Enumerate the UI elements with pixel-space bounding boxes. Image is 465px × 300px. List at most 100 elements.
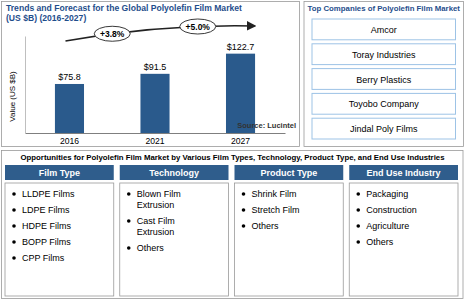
- column-header: Technology: [149, 168, 199, 178]
- bullet: [356, 192, 360, 196]
- x-tick-label: 2021: [145, 136, 164, 146]
- text-line: Top Companies of Polyolefin Film Market: [308, 4, 461, 13]
- bullet: [356, 208, 360, 212]
- x-tick-label: 2016: [60, 136, 79, 146]
- y-axis-title: Value (US $B): [8, 71, 17, 122]
- y-axis: [25, 37, 26, 134]
- bullet: [356, 224, 360, 228]
- data-label: $75.8: [58, 72, 81, 82]
- company-name: Toray Industries: [352, 50, 416, 60]
- bullet: [242, 192, 246, 196]
- chart-panel: [2, 2, 300, 147]
- text-line: CPP Films: [22, 253, 65, 263]
- bullet: [242, 224, 246, 228]
- text-line: Others: [137, 243, 165, 253]
- x-axis-line: [26, 133, 286, 134]
- list-item: Cast FilmExtrusion: [137, 216, 175, 237]
- x-axis: 2016 2021 2027: [26, 133, 286, 146]
- annotation: +5.0%: [186, 22, 211, 32]
- list-item: LDPE Films: [22, 205, 70, 215]
- company-name: Toyobo Company: [349, 99, 420, 109]
- column-header-box: [235, 165, 344, 180]
- company-box: [312, 19, 456, 40]
- company-name: Berry Plastics: [356, 75, 412, 85]
- list-item: Shrink Film: [252, 189, 297, 199]
- bullet: [12, 208, 16, 212]
- list-item: BOPP Films: [22, 237, 71, 247]
- bullet: [127, 219, 131, 223]
- list-item: Others: [137, 243, 165, 253]
- company-box: [312, 69, 456, 90]
- bullet: [242, 208, 246, 212]
- company-name: Amcor: [371, 25, 397, 35]
- opportunities-title: Opportunities for Polyolefin Film Market…: [21, 153, 446, 162]
- column-list-box: [5, 183, 114, 296]
- companies-title: Top Companies of Polyolefin Film Market: [308, 4, 461, 13]
- text-line: Opportunities for Polyolefin Film Market…: [21, 153, 446, 162]
- column-list-box: [235, 183, 344, 296]
- text-line: Shrink Film: [252, 189, 297, 199]
- bars: [55, 54, 255, 133]
- text-line: Agriculture: [366, 221, 409, 231]
- list-item: Stretch Film: [252, 205, 300, 215]
- text-line: Cast Film: [137, 216, 175, 226]
- list-item: Blown FilmExtrusion: [137, 189, 181, 210]
- text-line: LDPE Films: [22, 205, 70, 215]
- list-item: Others: [366, 237, 394, 247]
- data-labels: $75.8 $91.5 $122.7: [58, 42, 254, 82]
- bullet: [356, 240, 360, 244]
- text-line: Blown Film: [137, 189, 181, 199]
- source: Source: Lucintel: [237, 121, 296, 130]
- bullet: [12, 224, 16, 228]
- list-item: Construction: [366, 205, 417, 215]
- column-header-box: [5, 165, 114, 180]
- list-item: Agriculture: [366, 221, 409, 231]
- column-header: End Use Industry: [367, 168, 441, 178]
- company-box: [312, 118, 456, 139]
- text-line: LLDPE Films: [22, 189, 75, 199]
- text-line: Extrusion: [137, 200, 175, 210]
- text-line: Construction: [366, 205, 417, 215]
- bar: [140, 74, 169, 133]
- company-name: Jindal Poly Films: [350, 124, 418, 134]
- text-line: Stretch Film: [252, 205, 300, 215]
- text-line: Trends and Forecast for the Global Polyo…: [6, 3, 242, 13]
- text-line: Others: [252, 221, 280, 231]
- x-tick: 2016: [60, 133, 79, 146]
- companies-panel: [304, 2, 464, 147]
- annotation-oval: [94, 26, 130, 41]
- column-list-box: [120, 183, 229, 296]
- x-tick-label: 2027: [231, 136, 250, 146]
- company-box: [312, 93, 456, 114]
- text-line: BOPP Films: [22, 237, 71, 247]
- text-line: HDPE Films: [22, 221, 71, 231]
- bullet: [12, 256, 16, 260]
- y-axis-line: [25, 37, 26, 134]
- list-item: HDPE Films: [22, 221, 71, 231]
- bar: [55, 84, 84, 133]
- bullet: [127, 192, 131, 196]
- bullet: [12, 192, 16, 196]
- infographic: Trends and Forecast for the Global Polyo…: [0, 0, 465, 300]
- opportunities-panel: [2, 151, 464, 299]
- list-item: Others: [252, 221, 280, 231]
- bullet: [12, 240, 16, 244]
- text-line: Others: [366, 237, 394, 247]
- column-header: Film Type: [39, 168, 80, 178]
- annotation: +3.8%: [100, 29, 125, 39]
- bullet: [127, 246, 131, 250]
- arrow-line: [65, 26, 254, 41]
- column-list-box: [349, 183, 458, 296]
- column-header-box: [120, 165, 229, 180]
- list-item: LLDPE Films: [22, 189, 75, 199]
- company-box: [312, 44, 456, 65]
- list-item: Packaging: [366, 189, 408, 199]
- data-label: $91.5: [144, 62, 167, 72]
- x-tick: 2021: [145, 133, 164, 146]
- data-label: $122.7: [227, 42, 255, 52]
- annotation-oval: [180, 19, 216, 34]
- column-header-box: [349, 165, 458, 180]
- x-tick: 2027: [231, 133, 250, 146]
- column-header: Product Type: [260, 168, 317, 178]
- text-line: Packaging: [366, 189, 408, 199]
